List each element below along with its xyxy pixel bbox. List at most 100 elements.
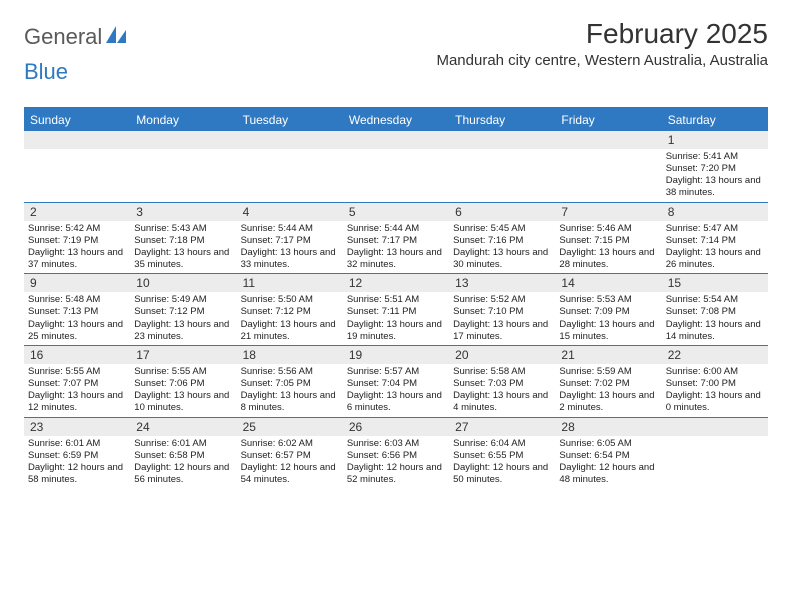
day-number: 9 bbox=[24, 274, 130, 292]
week-numrow: 232425262728 bbox=[24, 417, 768, 436]
sunset-text: Sunset: 7:19 PM bbox=[28, 235, 126, 247]
sunset-text: Sunset: 7:06 PM bbox=[134, 378, 232, 390]
day-cell: Sunrise: 5:55 AMSunset: 7:07 PMDaylight:… bbox=[24, 364, 130, 417]
day-number bbox=[449, 131, 555, 149]
sunrise-text: Sunrise: 5:52 AM bbox=[453, 294, 551, 306]
sunset-text: Sunset: 7:13 PM bbox=[28, 306, 126, 318]
day-number: 23 bbox=[24, 418, 130, 436]
day-number: 28 bbox=[555, 418, 661, 436]
daylight-text: Daylight: 13 hours and 30 minutes. bbox=[453, 247, 551, 271]
sunrise-text: Sunrise: 5:43 AM bbox=[134, 223, 232, 235]
week-bodyrow: Sunrise: 5:55 AMSunset: 7:07 PM Daylight:… bbox=[24, 364, 768, 417]
sunset-text: Sunset: 7:11 PM bbox=[347, 306, 445, 318]
day-cell: Sunrise: 6:01 AMSunset: 6:59 PMDaylight:… bbox=[24, 436, 130, 489]
logo: General bbox=[24, 18, 128, 50]
sunset-text: Sunset: 7:07 PM bbox=[28, 378, 126, 390]
day-cell: Sunrise: 5:41 AMSunset: 7:20 PMDaylight:… bbox=[662, 149, 768, 202]
logo-text-general: General bbox=[24, 24, 102, 50]
sunrise-text: Sunrise: 5:54 AM bbox=[666, 294, 764, 306]
daylight-text: Daylight: 13 hours and 25 minutes. bbox=[28, 319, 126, 343]
daylight-text: Daylight: 12 hours and 54 minutes. bbox=[241, 462, 339, 486]
sunrise-text: Sunrise: 5:53 AM bbox=[559, 294, 657, 306]
day-cell bbox=[343, 149, 449, 202]
day-cell: Sunrise: 5:58 AMSunset: 7:03 PMDaylight:… bbox=[449, 364, 555, 417]
day-number: 17 bbox=[130, 346, 236, 364]
sunrise-text: Sunrise: 5:48 AM bbox=[28, 294, 126, 306]
calendar-page: General February 2025 Mandurah city cent… bbox=[0, 0, 792, 496]
daylight-text: Daylight: 13 hours and 0 minutes. bbox=[666, 390, 764, 414]
day-number: 27 bbox=[449, 418, 555, 436]
sunset-text: Sunset: 7:17 PM bbox=[241, 235, 339, 247]
sunset-text: Sunset: 7:00 PM bbox=[666, 378, 764, 390]
weekday-thu: Thursday bbox=[449, 109, 555, 131]
sunrise-text: Sunrise: 5:56 AM bbox=[241, 366, 339, 378]
day-number: 20 bbox=[449, 346, 555, 364]
day-number bbox=[237, 131, 343, 149]
day-cell: Sunrise: 6:00 AMSunset: 7:00 PMDaylight:… bbox=[662, 364, 768, 417]
day-cell: Sunrise: 5:55 AMSunset: 7:06 PMDaylight:… bbox=[130, 364, 236, 417]
day-cell bbox=[237, 149, 343, 202]
day-number: 10 bbox=[130, 274, 236, 292]
logo-text-blue: Blue bbox=[24, 59, 68, 84]
day-number bbox=[343, 131, 449, 149]
day-cell: Sunrise: 5:49 AMSunset: 7:12 PMDaylight:… bbox=[130, 292, 236, 345]
sunset-text: Sunset: 7:04 PM bbox=[347, 378, 445, 390]
daylight-text: Daylight: 13 hours and 19 minutes. bbox=[347, 319, 445, 343]
daylight-text: Daylight: 12 hours and 58 minutes. bbox=[28, 462, 126, 486]
day-number: 6 bbox=[449, 203, 555, 221]
sunrise-text: Sunrise: 6:04 AM bbox=[453, 438, 551, 450]
weekday-tue: Tuesday bbox=[237, 109, 343, 131]
sunset-text: Sunset: 7:15 PM bbox=[559, 235, 657, 247]
day-cell: Sunrise: 5:56 AMSunset: 7:05 PMDaylight:… bbox=[237, 364, 343, 417]
sunset-text: Sunset: 7:16 PM bbox=[453, 235, 551, 247]
sunrise-text: Sunrise: 6:02 AM bbox=[241, 438, 339, 450]
sunset-text: Sunset: 7:03 PM bbox=[453, 378, 551, 390]
sunset-text: Sunset: 7:02 PM bbox=[559, 378, 657, 390]
day-cell: Sunrise: 5:45 AMSunset: 7:16 PMDaylight:… bbox=[449, 221, 555, 274]
sunrise-text: Sunrise: 5:51 AM bbox=[347, 294, 445, 306]
day-number bbox=[555, 131, 661, 149]
sunset-text: Sunset: 7:12 PM bbox=[241, 306, 339, 318]
day-cell: Sunrise: 6:03 AMSunset: 6:56 PMDaylight:… bbox=[343, 436, 449, 489]
sunrise-text: Sunrise: 5:58 AM bbox=[453, 366, 551, 378]
daylight-text: Daylight: 13 hours and 26 minutes. bbox=[666, 247, 764, 271]
sunrise-text: Sunrise: 5:55 AM bbox=[28, 366, 126, 378]
sunrise-text: Sunrise: 6:01 AM bbox=[28, 438, 126, 450]
sunrise-text: Sunrise: 6:00 AM bbox=[666, 366, 764, 378]
day-cell bbox=[662, 436, 768, 489]
day-cell bbox=[449, 149, 555, 202]
day-number: 14 bbox=[555, 274, 661, 292]
day-cell bbox=[24, 149, 130, 202]
weekday-fri: Friday bbox=[555, 109, 661, 131]
sunrise-text: Sunrise: 6:05 AM bbox=[559, 438, 657, 450]
sunset-text: Sunset: 6:58 PM bbox=[134, 450, 232, 462]
day-number: 21 bbox=[555, 346, 661, 364]
sunset-text: Sunset: 7:05 PM bbox=[241, 378, 339, 390]
daylight-text: Daylight: 13 hours and 28 minutes. bbox=[559, 247, 657, 271]
month-title: February 2025 bbox=[436, 18, 768, 50]
daylight-text: Daylight: 13 hours and 10 minutes. bbox=[134, 390, 232, 414]
weekday-sat: Saturday bbox=[662, 109, 768, 131]
day-cell: Sunrise: 6:05 AMSunset: 6:54 PMDaylight:… bbox=[555, 436, 661, 489]
sunset-text: Sunset: 6:54 PM bbox=[559, 450, 657, 462]
day-cell: Sunrise: 6:01 AMSunset: 6:58 PMDaylight:… bbox=[130, 436, 236, 489]
daylight-text: Daylight: 12 hours and 48 minutes. bbox=[559, 462, 657, 486]
sunrise-text: Sunrise: 5:44 AM bbox=[347, 223, 445, 235]
daylight-text: Daylight: 13 hours and 23 minutes. bbox=[134, 319, 232, 343]
day-cell bbox=[130, 149, 236, 202]
day-number: 4 bbox=[237, 203, 343, 221]
daylight-text: Daylight: 13 hours and 32 minutes. bbox=[347, 247, 445, 271]
sunrise-text: Sunrise: 5:46 AM bbox=[559, 223, 657, 235]
daylight-text: Daylight: 13 hours and 8 minutes. bbox=[241, 390, 339, 414]
day-cell: Sunrise: 5:54 AMSunset: 7:08 PMDaylight:… bbox=[662, 292, 768, 345]
day-number: 7 bbox=[555, 203, 661, 221]
day-number: 15 bbox=[662, 274, 768, 292]
day-number: 2 bbox=[24, 203, 130, 221]
day-cell: Sunrise: 5:50 AMSunset: 7:12 PMDaylight:… bbox=[237, 292, 343, 345]
day-cell: Sunrise: 6:02 AMSunset: 6:57 PMDaylight:… bbox=[237, 436, 343, 489]
sunset-text: Sunset: 6:55 PM bbox=[453, 450, 551, 462]
week-numrow: 16171819202122 bbox=[24, 345, 768, 364]
sunrise-text: Sunrise: 5:41 AM bbox=[666, 151, 764, 163]
day-number: 11 bbox=[237, 274, 343, 292]
day-number: 18 bbox=[237, 346, 343, 364]
